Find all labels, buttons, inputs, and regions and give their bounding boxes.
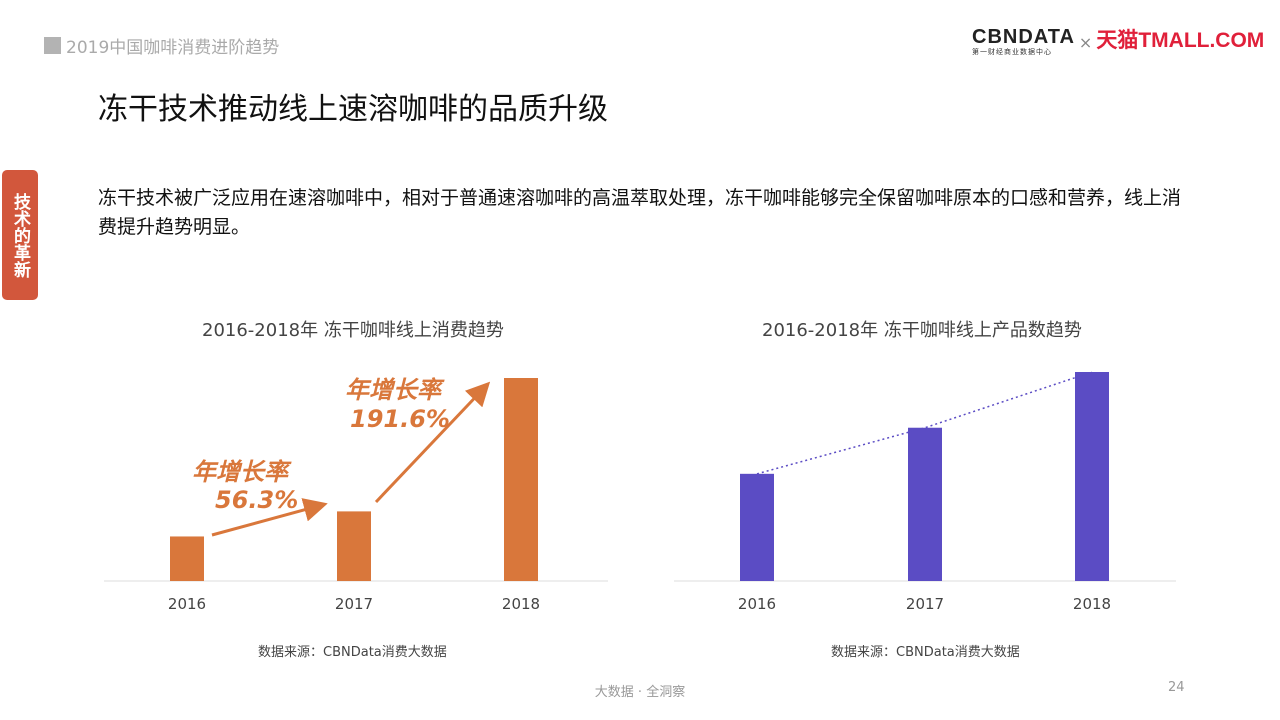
side-tag: 技术的革新 [2, 170, 38, 300]
description: 冻干技术被广泛应用在速溶咖啡中，相对于普通速溶咖啡的高温萃取处理，冻干咖啡能够完… [98, 187, 1182, 238]
trendline [756, 371, 1093, 475]
bar-2017 [908, 427, 942, 581]
bar-2017 [337, 511, 371, 581]
page-number: 24 [1168, 680, 1185, 695]
growth-label: 年增长率 [345, 376, 445, 404]
growth-value: 191.6% [350, 405, 450, 433]
bar-2016 [170, 536, 204, 581]
section-text: 2019中国咖啡消费进阶趋势 [66, 38, 280, 58]
growth-label: 年增长率 [192, 458, 292, 486]
section-label: 2019中国咖啡消费进阶趋势 [44, 33, 279, 58]
x-tick-label: 2018 [1073, 595, 1111, 613]
cbn-logo: CBNDATA [972, 26, 1075, 48]
x-tick-label: 2017 [906, 595, 944, 613]
growth-arrow [374, 381, 491, 504]
growth-arrow [211, 498, 328, 537]
growth-value: 56.3% [215, 486, 298, 514]
bar-2018 [1075, 372, 1109, 581]
x-tick-label: 2018 [502, 595, 540, 613]
x-tick-label: 2017 [335, 595, 373, 613]
logo: CBNDATA 第一财经商业数据中心 × 天猫TMALL.COM [972, 27, 1264, 57]
chart1-source: 数据来源：CBNData消费大数据 [258, 645, 447, 660]
tmall-logo: 天猫TMALL.COM [1096, 29, 1265, 52]
x-tick-label: 2016 [168, 595, 206, 613]
x-tick-label: 2016 [738, 595, 776, 613]
logo-separator: × [1078, 33, 1093, 52]
footer-text: 大数据 · 全洞察 [594, 685, 686, 700]
chart2-source: 数据来源：CBNData消费大数据 [831, 645, 1020, 660]
page-title: 冻干技术推动线上速溶咖啡的品质升级 [98, 92, 608, 127]
section-square-icon [44, 37, 61, 54]
chart2-title: 2016-2018年 冻干咖啡线上产品数趋势 [762, 320, 1082, 341]
bar-2018 [504, 378, 538, 581]
chart1-title: 2016-2018年 冻干咖啡线上消费趋势 [202, 320, 504, 341]
bar-2016 [740, 473, 774, 581]
cbn-logo-sub: 第一财经商业数据中心 [972, 48, 1052, 56]
